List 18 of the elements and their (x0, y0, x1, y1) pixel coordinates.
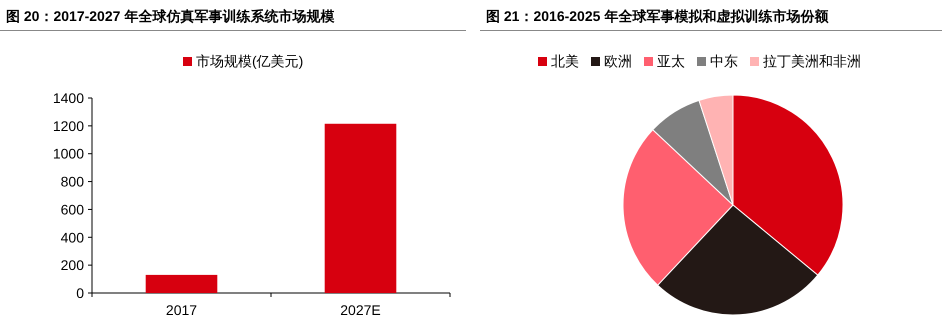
y-tick-label: 800 (60, 174, 84, 190)
y-tick-label: 1400 (52, 90, 84, 106)
legend-label: 北美 (551, 53, 579, 69)
y-tick-label: 1200 (52, 118, 84, 134)
x-tick-label: 2027E (340, 302, 381, 318)
chart-title: 图 20：2017-2027 年全球仿真军事训练系统市场规模 (6, 8, 334, 26)
legend-label: 拉丁美洲和非洲 (763, 53, 861, 69)
legend-label: 欧洲 (604, 53, 632, 69)
legend-label: 中东 (710, 53, 738, 69)
chart-title: 图 21：2016-2025 年全球军事模拟和虚拟训练市场份额 (486, 8, 828, 26)
y-tick-label: 600 (60, 201, 84, 218)
legend-label: 亚太 (657, 53, 685, 69)
y-tick-label: 400 (60, 229, 84, 246)
y-tick-label: 200 (60, 257, 84, 274)
y-tick-label: 1000 (52, 146, 84, 162)
x-tick-label: 2017 (166, 302, 198, 318)
legend-label: 市场规模(亿美元) (196, 53, 304, 69)
y-tick-label: 0 (76, 285, 84, 301)
